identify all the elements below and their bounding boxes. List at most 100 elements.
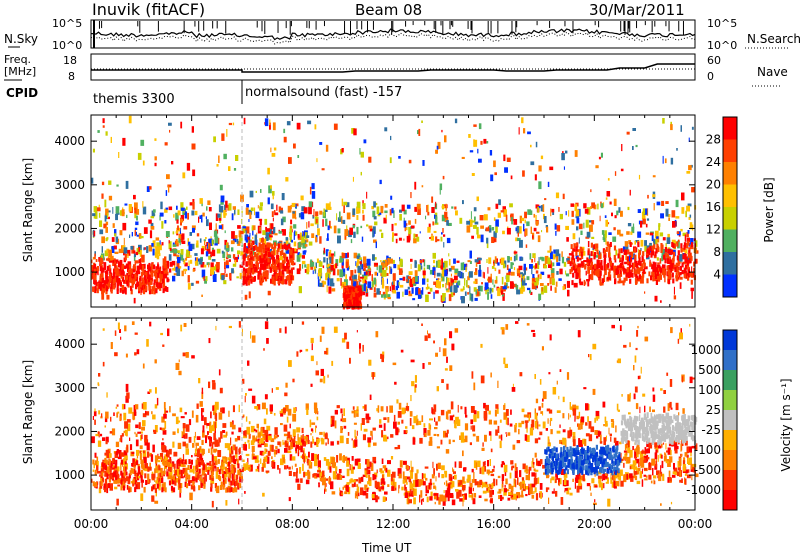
power-echo-mark — [233, 206, 236, 210]
power-echo-mark — [399, 282, 400, 286]
power-echo-mark — [308, 221, 309, 227]
power-ytick-label: 4000 — [54, 134, 85, 148]
velocity-echo-mark — [277, 441, 280, 445]
power-band-mark — [608, 248, 610, 253]
velocity-echo-mark — [543, 391, 547, 399]
velocity-echo-mark — [459, 461, 462, 468]
power-echo-mark — [298, 234, 300, 239]
power-band-mark — [606, 247, 608, 252]
power-echo-mark — [483, 272, 484, 278]
power-echo-mark — [507, 260, 510, 263]
velocity-echo-mark — [433, 341, 435, 344]
velocity-echo-mark — [465, 436, 468, 443]
power-band-mark — [248, 261, 250, 266]
power-band-mark — [643, 269, 645, 274]
velocity-echo-mark — [284, 393, 287, 397]
velocity-echo-mark — [129, 438, 130, 442]
velocity-echo-mark — [136, 434, 138, 437]
power-echo-mark — [237, 239, 239, 244]
power-echo-mark — [432, 221, 434, 225]
power-echo-mark — [301, 236, 304, 243]
velocity-echo-mark — [607, 423, 608, 426]
power-band-mark — [100, 266, 102, 271]
power-echo-mark — [196, 281, 199, 284]
power-echo-mark — [632, 146, 634, 150]
power-echo-mark — [367, 281, 371, 288]
power-band-mark — [355, 288, 357, 293]
velocity-echo-mark — [594, 418, 596, 423]
power-echo-mark — [451, 206, 453, 208]
velocity-echo-mark — [690, 453, 691, 457]
velocity-echo-mark — [477, 411, 480, 418]
power-echo-mark — [105, 227, 108, 233]
power-band-mark — [244, 243, 246, 248]
velocity-echo-mark — [249, 433, 250, 439]
power-echo-mark — [270, 148, 271, 153]
power-band-mark — [285, 279, 287, 284]
power-echo-mark — [480, 141, 482, 145]
power-echo-mark — [315, 269, 316, 273]
velocity-echo-mark — [506, 418, 508, 425]
power-band-mark — [604, 258, 606, 263]
velocity-echo-mark — [410, 411, 413, 417]
power-echo-mark — [660, 258, 662, 264]
velocity-echo-mark — [289, 471, 292, 476]
power-echo-mark — [136, 216, 138, 221]
power-echo-mark — [506, 215, 508, 222]
power-echo-mark — [202, 213, 204, 217]
velocity-echo-mark — [589, 421, 592, 429]
power-echo-mark — [374, 278, 377, 285]
power-echo-mark — [492, 288, 494, 292]
power-echo-mark — [273, 218, 274, 222]
power-echo-mark — [486, 227, 490, 231]
velocity-echo-mark — [248, 443, 250, 449]
power-band-mark — [629, 263, 631, 268]
power-echo-mark — [96, 259, 98, 262]
power-echo-mark — [567, 290, 570, 297]
power-echo-mark — [529, 210, 533, 215]
velocity-echo-mark — [515, 423, 517, 427]
velocity-echo-mark — [316, 370, 320, 375]
velocity-echo-mark — [434, 418, 435, 422]
power-echo-mark — [471, 294, 473, 302]
power-echo-mark — [385, 204, 388, 208]
velocity-echo-mark — [603, 483, 604, 488]
velocity-echo-mark — [210, 443, 212, 446]
power-echo-mark — [624, 262, 627, 265]
power-echo-mark — [411, 226, 415, 229]
power-band-mark — [609, 269, 611, 274]
velocity-echo-mark — [321, 369, 324, 376]
power-echo-mark — [215, 237, 219, 244]
power-echo-mark — [392, 224, 394, 231]
velocity-echo-mark — [451, 401, 454, 409]
power-echo-mark — [418, 264, 421, 271]
power-band-mark — [599, 280, 601, 285]
velocity-echo-mark — [203, 425, 205, 432]
velocity-echo-mark — [401, 487, 403, 491]
velocity-echo-mark — [155, 359, 157, 363]
power-band-mark — [572, 255, 574, 260]
velocity-echo-mark — [236, 454, 237, 457]
power-echo-mark — [495, 280, 498, 284]
velocity-echo-mark — [452, 500, 456, 506]
velocity-echo-mark — [679, 458, 682, 466]
power-echo-mark — [225, 201, 228, 208]
velocity-echo-mark — [189, 419, 191, 425]
velocity-echo-mark — [383, 435, 387, 442]
velocity-echo-mark — [406, 430, 408, 433]
power-echo-mark — [328, 287, 331, 294]
power-echo-mark — [103, 125, 105, 128]
power-band-mark — [691, 242, 693, 247]
power-echo-mark — [115, 252, 119, 254]
power-echo-mark — [640, 221, 642, 228]
power-echo-mark — [544, 286, 548, 293]
velocity-echo-mark — [212, 405, 214, 411]
power-echo-mark — [169, 269, 172, 273]
velocity-echo-mark — [435, 353, 438, 357]
velocity-echo-mark — [432, 474, 435, 478]
power-echo-mark — [579, 224, 583, 230]
power-echo-mark — [260, 189, 262, 193]
velocity-echo-mark — [296, 427, 300, 432]
power-echo-mark — [675, 216, 679, 219]
frequency-line — [91, 64, 695, 72]
